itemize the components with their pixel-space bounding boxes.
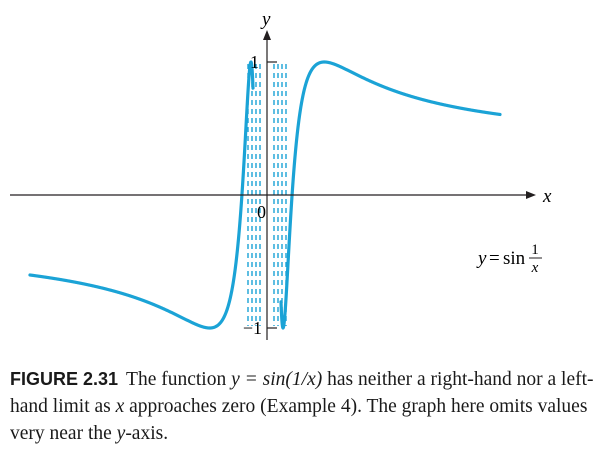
figure-caption: FIGURE 2.31 The function y = sin(1/x) has…: [10, 366, 595, 447]
caption-var-x: x: [115, 396, 125, 417]
caption-text-4: -axis.: [125, 423, 169, 444]
curve-label-numerator: 1: [531, 242, 539, 258]
y-axis-arrowhead: [263, 30, 271, 40]
y-tick-label-1: 1: [250, 52, 259, 72]
x-axis-arrowhead: [526, 191, 536, 199]
y-axis-label: y: [260, 9, 271, 30]
figure-label: FIGURE 2.31: [10, 369, 119, 389]
origin-label: 0: [257, 202, 266, 222]
caption-math: y = sin(1/x): [231, 369, 323, 390]
curve-label: y = sin 1 x: [476, 242, 542, 276]
curve-label-fn: sin: [503, 248, 526, 269]
curve-left-branch: [28, 60, 255, 330]
curve-right-branch: [279, 60, 502, 330]
curve-label-lhs: y: [476, 248, 487, 269]
caption-text-2: has neither a right-hand nor a left-hand…: [10, 369, 594, 417]
caption-text-3: approaches zero (Example 4). The graph h…: [10, 396, 588, 444]
function-graph: x y 1 −1 0 y = sin 1 x: [10, 9, 552, 340]
curve-label-denominator: x: [531, 260, 539, 276]
caption-var-y: y: [116, 423, 126, 444]
y-tick-label-minus-1: −1: [243, 318, 262, 338]
x-axis-label: x: [542, 186, 552, 207]
curve-label-eq: =: [489, 248, 500, 269]
caption-text-1: The function: [126, 369, 232, 390]
